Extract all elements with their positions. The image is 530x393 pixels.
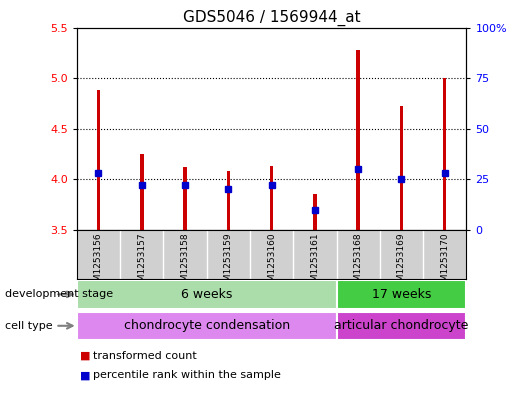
Bar — [77, 312, 337, 340]
Bar — [313, 195, 316, 230]
Bar — [270, 166, 273, 230]
Text: GSM1253170: GSM1253170 — [440, 232, 449, 293]
Bar — [77, 280, 337, 309]
Bar — [337, 280, 466, 309]
Text: GSM1253158: GSM1253158 — [181, 232, 190, 293]
Text: transformed count: transformed count — [93, 351, 197, 361]
Text: GSM1253160: GSM1253160 — [267, 232, 276, 293]
Bar — [97, 90, 100, 230]
Text: GSM1253159: GSM1253159 — [224, 232, 233, 293]
Text: articular chondrocyte: articular chondrocyte — [334, 319, 469, 332]
Text: GSM1253169: GSM1253169 — [397, 232, 406, 293]
Text: 6 weeks: 6 weeks — [181, 288, 232, 301]
Text: ■: ■ — [80, 351, 90, 361]
Text: chondrocyte condensation: chondrocyte condensation — [123, 319, 290, 332]
Bar — [400, 107, 403, 230]
Text: ■: ■ — [80, 370, 90, 380]
Text: cell type: cell type — [5, 321, 53, 331]
Bar — [227, 171, 230, 230]
Bar — [357, 50, 360, 230]
Text: percentile rank within the sample: percentile rank within the sample — [93, 370, 280, 380]
Bar — [337, 312, 466, 340]
Text: GSM1253156: GSM1253156 — [94, 232, 103, 293]
Text: GSM1253161: GSM1253161 — [311, 232, 320, 293]
Bar — [443, 78, 446, 230]
Text: development stage: development stage — [5, 289, 113, 299]
Text: 17 weeks: 17 weeks — [372, 288, 431, 301]
Bar — [140, 154, 144, 230]
Text: GSM1253168: GSM1253168 — [354, 232, 363, 293]
Text: GSM1253157: GSM1253157 — [137, 232, 146, 293]
Bar — [183, 167, 187, 230]
Title: GDS5046 / 1569944_at: GDS5046 / 1569944_at — [183, 10, 360, 26]
